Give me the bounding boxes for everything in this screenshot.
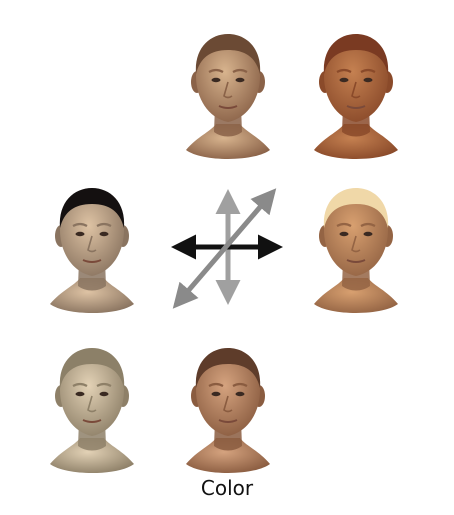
eye [364, 232, 373, 236]
face-bust [50, 348, 134, 473]
eye [364, 78, 373, 82]
eye [236, 78, 245, 82]
face-bust [314, 34, 398, 159]
face-bust [50, 188, 134, 313]
direction-arrows [176, 192, 278, 305]
eye [340, 78, 349, 82]
faces-group [50, 34, 398, 473]
face-bust [186, 34, 270, 159]
eye [236, 392, 245, 396]
face-bust [314, 188, 398, 313]
eye [76, 392, 85, 396]
face-bust [186, 348, 270, 473]
caption: Color [0, 476, 454, 500]
eye [212, 392, 221, 396]
eye [212, 78, 221, 82]
eye [76, 232, 85, 236]
eye [100, 392, 109, 396]
eye [340, 232, 349, 236]
eye [100, 232, 109, 236]
